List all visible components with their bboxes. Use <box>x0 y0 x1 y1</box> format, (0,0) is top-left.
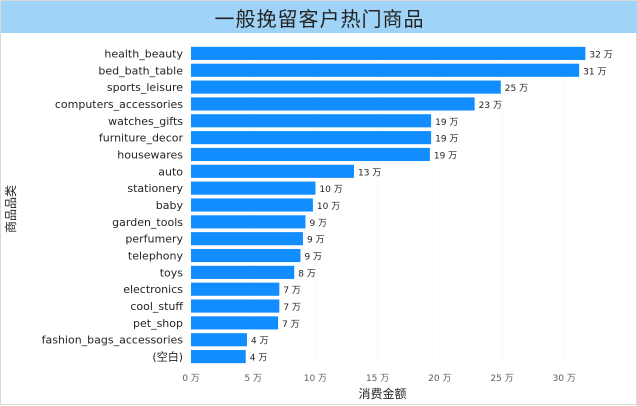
category-labels: health_beauty bed_bath_table sports_leisur… <box>42 47 184 363</box>
data-label: 9 万 <box>309 219 327 229</box>
category-label: auto <box>158 165 183 178</box>
category-label: (空白) <box>152 350 183 364</box>
data-label: 4 万 <box>251 337 269 347</box>
bar[interactable] <box>191 164 354 178</box>
data-label: 10 万 <box>319 185 342 195</box>
data-label: 7 万 <box>283 286 301 296</box>
category-label: stationery <box>127 182 183 195</box>
bar[interactable] <box>191 63 580 77</box>
category-label: watches_gifts <box>108 115 183 128</box>
x-tick-label: 15 万 <box>366 374 389 384</box>
bar[interactable] <box>191 282 280 296</box>
category-label: garden_tools <box>112 216 183 229</box>
bar[interactable] <box>191 333 247 347</box>
category-label: pet_shop <box>133 317 183 330</box>
category-label: perfumery <box>125 233 183 246</box>
bar[interactable] <box>191 198 313 212</box>
x-tick-labels: 0 万 5 万 10 万 15 万 20 万 25 万 30 万 <box>182 374 576 384</box>
data-label: 19 万 <box>434 151 457 161</box>
data-label: 4 万 <box>250 354 268 364</box>
data-label: 31 万 <box>583 67 606 77</box>
y-axis-title: 商品品类 <box>3 185 18 233</box>
bar[interactable] <box>191 350 246 364</box>
bar[interactable] <box>191 131 432 145</box>
data-label: 19 万 <box>435 118 458 128</box>
category-label: bed_bath_table <box>98 64 183 77</box>
bar[interactable] <box>191 114 432 128</box>
x-tick-label: 25 万 <box>490 374 513 384</box>
data-label: 32 万 <box>589 50 612 60</box>
data-label: 8 万 <box>298 269 316 279</box>
bar[interactable] <box>191 80 501 94</box>
category-label: telephony <box>128 250 184 263</box>
bar[interactable] <box>191 232 303 246</box>
category-label: computers_accessories <box>55 98 183 111</box>
data-label: 23 万 <box>479 101 502 111</box>
bar[interactable] <box>191 46 586 60</box>
category-label: health_beauty <box>104 47 183 60</box>
category-label: housewares <box>117 148 183 161</box>
x-axis-title: 消费金额 <box>358 386 406 401</box>
data-label: 19 万 <box>435 135 458 145</box>
data-label: 25 万 <box>505 84 528 94</box>
category-label: toys <box>160 266 184 279</box>
category-label: fashion_bags_accessories <box>42 334 184 347</box>
bar[interactable] <box>191 265 295 279</box>
category-label: furniture_decor <box>99 132 184 145</box>
data-label: 9 万 <box>304 253 322 263</box>
x-tick-label: 5 万 <box>244 374 262 384</box>
bar[interactable] <box>191 97 475 111</box>
x-tick-label: 10 万 <box>304 374 327 384</box>
data-label: 13 万 <box>358 168 381 178</box>
bar[interactable] <box>191 181 316 195</box>
category-label: cool_stuff <box>130 300 183 313</box>
value-labels: 32 万 31 万 25 万23 万 19 万 19 万 19 万 13 万 10 万 10 万… <box>250 50 613 363</box>
bar[interactable] <box>191 147 430 162</box>
bar[interactable] <box>191 299 280 313</box>
x-tick-label: 30 万 <box>553 374 576 384</box>
chart-title-bar: 一般挽留客户热门商品 <box>1 1 637 33</box>
category-label: sports_leisure <box>107 81 183 94</box>
x-tick-label: 20 万 <box>428 374 451 384</box>
category-label: baby <box>156 199 184 212</box>
bar-chart: health_beauty bed_bath_table sports_leisur… <box>3 45 613 401</box>
bar[interactable] <box>191 215 306 229</box>
bars <box>191 46 586 364</box>
data-label: 7 万 <box>282 320 300 330</box>
data-label: 7 万 <box>283 303 301 313</box>
category-label: electronics <box>123 283 183 296</box>
data-label: 10 万 <box>317 202 340 212</box>
chart-title: 一般挽留客户热门商品 <box>214 6 425 31</box>
x-tick-label: 0 万 <box>182 374 200 384</box>
bar[interactable] <box>191 248 301 263</box>
data-label: 9 万 <box>307 236 325 246</box>
bar[interactable] <box>191 316 279 330</box>
